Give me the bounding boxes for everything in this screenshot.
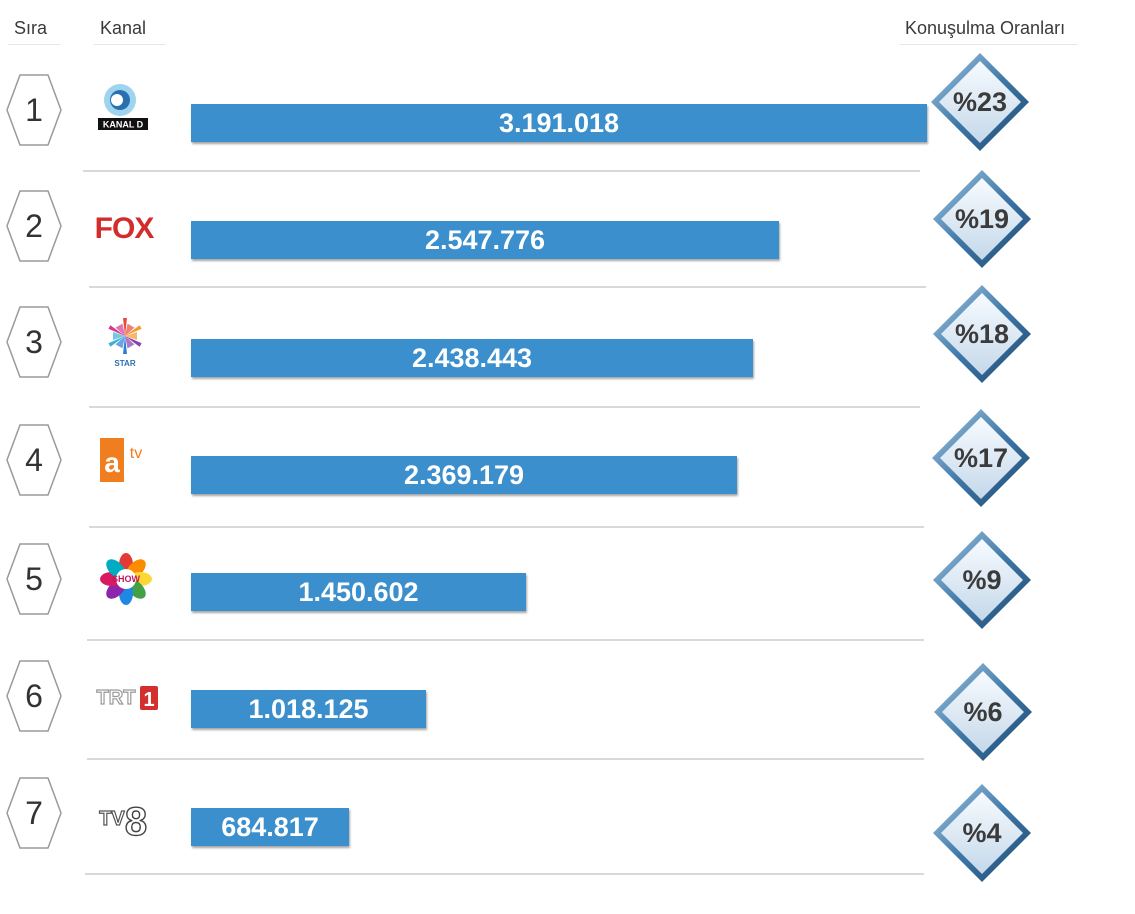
tv8-logo-text: TV — [99, 808, 125, 830]
rank-number: 7 — [25, 795, 43, 831]
bar-fox — [191, 221, 779, 259]
bar-show — [191, 573, 526, 611]
row-divider — [87, 758, 924, 760]
rank-number: 6 — [25, 678, 43, 714]
kanald-logo-text: KANAL D — [103, 120, 144, 130]
fox-logo-text: FOX — [95, 212, 155, 245]
header-rank-underline — [8, 44, 60, 45]
header-rank: Sıra — [14, 18, 48, 38]
share-diamond — [933, 784, 1031, 882]
share-diamond — [933, 170, 1031, 268]
share-diamond — [933, 531, 1031, 629]
trt-logo-num: 1 — [143, 689, 154, 711]
atv-logo-letter: a — [104, 447, 120, 478]
bar-value-label: 1.018.125 — [248, 694, 369, 724]
atv-logo-suffix: tv — [130, 445, 142, 462]
share-percent: %4 — [962, 818, 1002, 848]
rank-number: 5 — [25, 561, 43, 597]
bar-value-label: 2.547.776 — [424, 225, 546, 255]
share-percent: %18 — [954, 319, 1010, 349]
row-divider — [89, 406, 920, 408]
share-diamond — [932, 409, 1030, 507]
bar-atv — [191, 456, 737, 494]
rank-hexagon — [6, 777, 62, 849]
share-diamond — [931, 53, 1029, 151]
row-divider — [85, 873, 924, 875]
star-logo: STAR — [90, 310, 160, 374]
star-logo-text: STAR — [114, 359, 135, 368]
show-logo-text: SHOW — [112, 574, 141, 584]
tv8-logo: TV 8 — [90, 781, 160, 845]
rank-number: 3 — [25, 324, 43, 360]
row-divider — [89, 526, 924, 528]
tv8-logo-num: 8 — [125, 800, 147, 844]
share-percent: %17 — [953, 443, 1009, 473]
header-share-underline — [900, 44, 1078, 45]
share-percent: %19 — [954, 204, 1010, 234]
rank-number: 2 — [25, 208, 43, 244]
share-percent: %23 — [952, 87, 1008, 117]
trt-logo-text: TRT — [97, 687, 136, 709]
rank-hexagon — [6, 190, 62, 262]
header-share: Konuşulma Oranları — [905, 18, 1066, 38]
bar-star — [191, 339, 753, 377]
kanald-logo: KANAL D — [90, 78, 160, 142]
share-diamond — [934, 663, 1032, 761]
rank-number: 1 — [25, 92, 43, 128]
bar-value-label: 1.450.602 — [298, 577, 419, 607]
bar-value-label: 684.817 — [221, 812, 319, 842]
rank-hexagon — [6, 543, 62, 615]
rank-number: 4 — [25, 442, 43, 478]
share-percent: %9 — [962, 565, 1002, 595]
bar-value-label: 2.438.443 — [411, 343, 533, 373]
fox-logo: FOX — [90, 194, 160, 258]
bar-value-label: 2.369.179 — [403, 460, 525, 490]
trt1-logo: TRT 1 — [90, 664, 160, 728]
header-channel-underline — [94, 44, 166, 45]
bar-tv8 — [191, 808, 349, 846]
rank-hexagon — [6, 660, 62, 732]
rank-hexagon — [6, 74, 62, 146]
show-logo: SHOW — [90, 547, 160, 611]
row-divider — [87, 639, 924, 641]
share-diamond — [933, 285, 1031, 383]
header-channel: Kanal — [100, 18, 147, 38]
bar-kanald — [191, 104, 927, 142]
bar-value-label: 3.191.018 — [498, 108, 620, 138]
rank-hexagon — [6, 306, 62, 378]
atv-logo: a tv — [90, 428, 160, 492]
rank-hexagon — [6, 424, 62, 496]
bar-trt1 — [191, 690, 426, 728]
row-divider — [89, 286, 926, 288]
share-percent: %6 — [963, 697, 1003, 727]
row-divider — [83, 170, 920, 172]
